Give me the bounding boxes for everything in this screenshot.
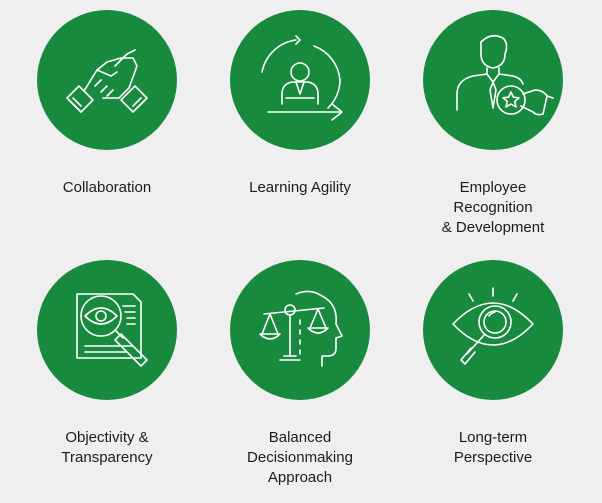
handshake-icon — [66, 49, 148, 113]
value-icon-circle — [423, 260, 563, 400]
value-label: Collaboration — [62, 179, 152, 196]
employee-award-icon — [456, 34, 554, 116]
value-icon-circle — [37, 260, 177, 400]
head-scales-icon — [259, 290, 343, 367]
value-icon-circle — [423, 10, 563, 150]
value-icon-circle — [230, 10, 370, 150]
document-magnifier-icon — [76, 293, 148, 367]
value-label: Balanced Decisionmaking Approach — [247, 429, 353, 486]
value-label: Objectivity & Transparency — [61, 429, 153, 466]
value-label: Learning Agility — [249, 179, 351, 196]
value-label: Long-term Perspective — [453, 429, 533, 466]
value-icon-circle — [230, 260, 370, 400]
eye-magnifier-icon — [452, 287, 534, 365]
value-icon-circle — [37, 10, 177, 150]
learning-cycle-icon — [261, 35, 343, 121]
value-label: Employee Recognition & Development — [441, 179, 545, 236]
